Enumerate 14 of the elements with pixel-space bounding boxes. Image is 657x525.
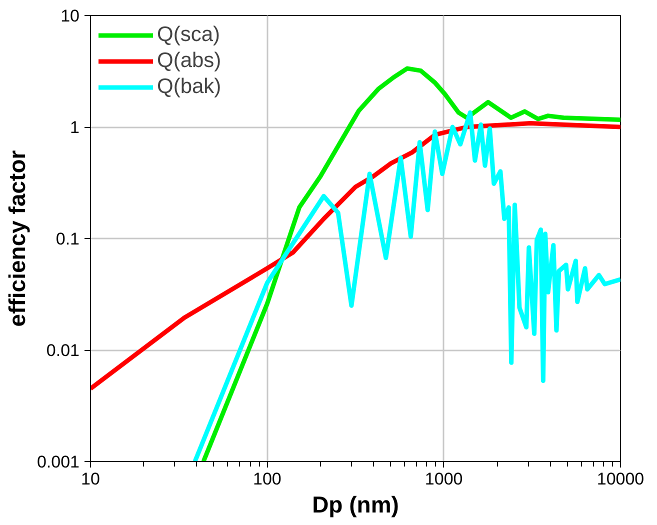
y-tick-label: 1 — [70, 118, 80, 137]
y-axis-title: efficiency factor — [4, 150, 30, 327]
x-tick-label: 1000 — [424, 470, 463, 488]
y-tick-label: 0.1 — [56, 230, 80, 248]
legend-label: Q(bak) — [157, 75, 222, 99]
legend-label: Q(abs) — [157, 49, 222, 73]
y-tick-label: 0.01 — [46, 341, 80, 360]
legend-label: Q(sca) — [157, 23, 220, 47]
x-tick-label: 10 — [81, 470, 100, 488]
x-axis-title: Dp (nm) — [312, 492, 399, 518]
x-tick-label: 100 — [252, 470, 282, 488]
y-tick-label: 10 — [60, 6, 80, 26]
y-tick-label: 0.001 — [36, 452, 80, 472]
x-tick-label: 10000 — [596, 470, 644, 488]
